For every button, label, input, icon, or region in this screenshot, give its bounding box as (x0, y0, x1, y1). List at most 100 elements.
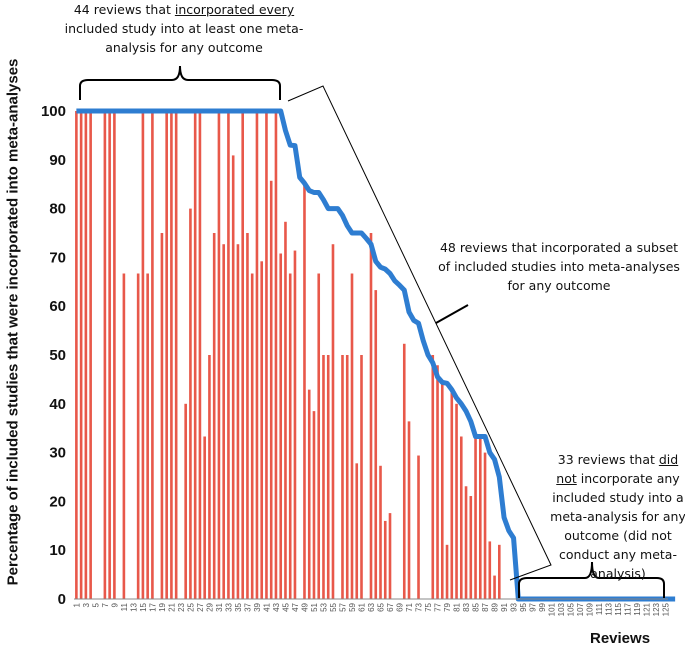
x-tick-85: 85 (472, 602, 481, 611)
x-tick-77: 77 (434, 602, 443, 611)
bar-review-90 (498, 544, 501, 599)
bar-review-85 (474, 436, 477, 599)
x-tick-11: 11 (120, 602, 129, 611)
x-tick-55: 55 (329, 602, 338, 611)
bar-review-46 (288, 273, 292, 599)
bar-review-7 (103, 111, 107, 599)
bar-review-88 (488, 541, 492, 599)
x-tick-87: 87 (481, 602, 490, 611)
x-tick-39: 39 (253, 602, 262, 611)
bar-review-1 (75, 111, 78, 599)
bar-review-42 (269, 180, 273, 599)
bar-review-51 (312, 411, 316, 599)
x-tick-71: 71 (405, 602, 414, 611)
bar-review-3 (84, 111, 88, 599)
triangle-group-subset (287, 85, 552, 581)
annotation-group-subset: 48 reviews that incorporated a subset of… (438, 240, 680, 293)
x-tick-101: 101 (548, 602, 557, 616)
bar-review-73 (417, 455, 420, 599)
x-tick-15: 15 (139, 602, 148, 611)
x-tick-107: 107 (576, 602, 585, 616)
bar-review-49 (303, 181, 306, 599)
x-tick-21: 21 (167, 602, 176, 611)
x-tick-69: 69 (396, 602, 405, 611)
x-tick-25: 25 (186, 602, 195, 611)
bar-review-82 (459, 436, 463, 599)
x-tick-43: 43 (272, 602, 281, 611)
bar-series (75, 111, 501, 599)
bar-review-19 (160, 233, 164, 599)
bar-review-40 (260, 261, 264, 599)
bar-review-16 (146, 273, 149, 599)
bar-review-38 (250, 273, 254, 599)
y-tick-100: 100 (41, 103, 66, 120)
brace-group-all (79, 65, 281, 100)
x-tick-93: 93 (510, 602, 519, 611)
brace-group-none (518, 561, 665, 598)
x-tick-27: 27 (196, 602, 205, 611)
x-tick-3: 3 (82, 602, 91, 607)
bar-review-83 (464, 486, 468, 599)
bar-review-59 (350, 273, 354, 599)
y-tick-20: 20 (49, 493, 66, 510)
bar-review-60 (355, 463, 359, 599)
bar-review-22 (174, 111, 178, 599)
x-tick-29: 29 (205, 602, 214, 611)
x-tick-109: 109 (586, 602, 595, 616)
bar-review-2 (79, 111, 83, 599)
x-tick-75: 75 (424, 602, 433, 611)
bar-review-54 (326, 355, 330, 599)
x-tick-125: 125 (662, 602, 671, 616)
x-tick-95: 95 (519, 602, 528, 611)
bar-review-79 (445, 544, 449, 599)
x-tick-5: 5 (91, 602, 100, 607)
x-axis-ticks: 1 3 5 7 9 11 13 15 17 19 21 23 25 27 29 31 33 35 37 39 41 43 4… (72, 602, 670, 616)
x-tick-31: 31 (215, 602, 224, 611)
bar-review-81 (455, 403, 458, 599)
bar-review-33 (227, 111, 230, 599)
x-tick-113: 113 (605, 602, 614, 615)
x-tick-63: 63 (367, 602, 376, 611)
bar-review-21 (170, 111, 173, 599)
bar-review-47 (293, 250, 297, 599)
x-tick-57: 57 (338, 602, 347, 611)
bar-review-87 (483, 452, 487, 599)
x-tick-23: 23 (177, 602, 186, 611)
y-tick-0: 0 (58, 591, 66, 608)
bar-review-29 (208, 355, 211, 599)
x-tick-91: 91 (500, 602, 509, 611)
bar-review-35 (236, 244, 240, 599)
bar-review-11 (122, 273, 126, 599)
y-tick-10: 10 (49, 542, 66, 559)
x-tick-117: 117 (624, 602, 633, 615)
bar-review-36 (241, 111, 244, 599)
bar-review-37 (246, 233, 249, 599)
x-tick-89: 89 (491, 602, 500, 611)
bar-review-43 (274, 111, 278, 599)
x-tick-105: 105 (567, 602, 576, 616)
bar-review-44 (279, 253, 283, 599)
y-axis-label: Percentage of included studies that were… (4, 58, 22, 586)
y-tick-60: 60 (49, 298, 66, 315)
bar-review-63 (369, 233, 373, 599)
x-tick-37: 37 (243, 602, 252, 611)
x-tick-115: 115 (614, 602, 623, 615)
y-tick-80: 80 (49, 201, 66, 218)
x-tick-51: 51 (310, 602, 319, 611)
x-tick-97: 97 (529, 602, 538, 611)
x-tick-123: 123 (652, 602, 661, 616)
bar-review-67 (388, 513, 392, 599)
x-tick-99: 99 (538, 602, 547, 611)
bar-review-77 (436, 365, 439, 599)
x-tick-61: 61 (358, 602, 367, 611)
x-tick-41: 41 (262, 602, 271, 611)
y-tick-70: 70 (49, 249, 66, 266)
bar-review-30 (212, 233, 216, 599)
bar-review-52 (317, 273, 321, 599)
y-tick-30: 30 (49, 445, 66, 462)
bar-review-32 (222, 244, 225, 599)
annotation-group-none: 33 reviews that did not incorporate any … (550, 452, 685, 581)
bar-review-76 (431, 355, 435, 599)
bar-review-14 (136, 273, 140, 599)
